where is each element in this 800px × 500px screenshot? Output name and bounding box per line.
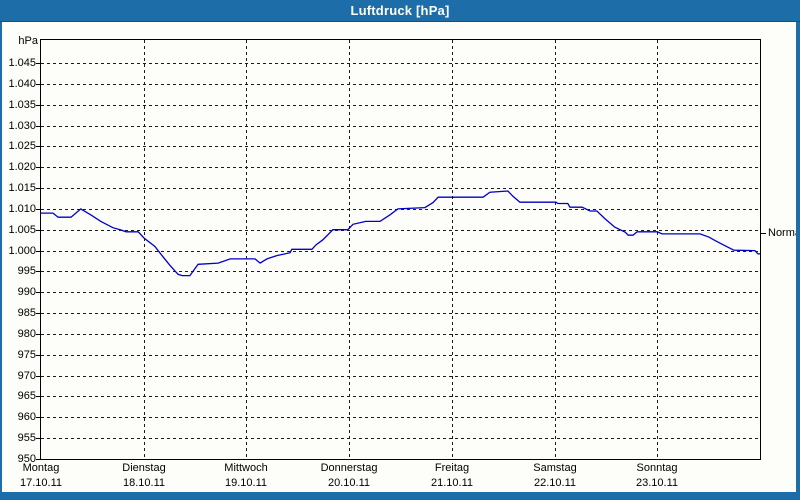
y-axis-tick — [36, 63, 41, 64]
y-axis-tick-label: 1.025 — [8, 140, 36, 152]
y-axis-tick-label: 1.015 — [8, 182, 36, 194]
x-axis-date-label: 22.10.11 — [533, 477, 576, 489]
x-axis-weekday-label: Freitag — [434, 462, 470, 474]
y-axis-tick-label: 1.040 — [8, 78, 36, 90]
x-axis-weekday-label: Dienstag — [122, 462, 166, 474]
pressure-chart — [41, 40, 760, 459]
x-axis-weekday-label: Montag — [22, 462, 60, 474]
y-axis-tick — [36, 167, 41, 168]
x-axis-date-label: 20.10.11 — [327, 477, 370, 489]
y-axis-tick-label: 950 — [17, 453, 36, 465]
normal-reference-label: Normal — [768, 227, 800, 239]
y-axis-tick — [36, 126, 41, 127]
y-axis-tick — [36, 292, 41, 293]
y-axis-tick-label: 990 — [17, 286, 36, 298]
y-axis-tick-label: 980 — [17, 328, 36, 340]
x-axis-date-label: 21.10.11 — [430, 477, 473, 489]
y-axis-tick-label: 975 — [17, 349, 36, 361]
y-axis-tick — [36, 438, 41, 439]
y-axis-tick — [36, 146, 41, 147]
x-axis-date-label: 17.10.11 — [19, 477, 62, 489]
y-axis-tick-label: 1.030 — [8, 120, 36, 132]
x-axis-date-label: 23.10.11 — [635, 477, 678, 489]
y-axis-unit-label: hPa — [18, 35, 38, 47]
y-axis-tick — [36, 355, 41, 356]
window-title: Luftdruck [hPa] — [350, 3, 450, 18]
window-frame-left — [0, 22, 2, 500]
y-axis-tick-label: 1.010 — [8, 203, 36, 215]
y-axis-tick-label: 995 — [17, 265, 36, 277]
y-axis-tick-label: 1.035 — [8, 99, 36, 111]
y-axis-tick — [36, 188, 41, 189]
plot-area — [40, 39, 761, 460]
y-axis-tick — [36, 417, 41, 418]
pressure-line — [41, 190, 760, 277]
y-axis-tick-label: 970 — [17, 370, 36, 382]
y-axis-tick-label: 965 — [17, 390, 36, 402]
y-axis-tick-label: 985 — [17, 307, 36, 319]
x-axis-weekday-label: Donnerstag — [320, 462, 378, 474]
y-axis-tick — [36, 230, 41, 231]
y-axis-tick-label: 1.045 — [8, 57, 36, 69]
x-axis-weekday-label: Sonntag — [636, 462, 678, 474]
x-axis-weekday-label: Samstag — [533, 462, 577, 474]
y-axis-tick-label: 1.005 — [8, 224, 36, 236]
window-frame-right — [796, 22, 800, 500]
x-axis-date-label: 18.10.11 — [122, 477, 165, 489]
normal-reference-tick — [761, 233, 766, 234]
y-axis-tick-label: 1.000 — [8, 245, 36, 257]
y-axis-tick — [36, 251, 41, 252]
y-axis-tick — [36, 376, 41, 377]
y-axis-tick — [36, 105, 41, 106]
x-axis-date-label: 19.10.11 — [224, 477, 267, 489]
titlebar[interactable]: Luftdruck [hPa] — [0, 0, 800, 22]
y-axis-tick — [36, 459, 41, 460]
y-axis-tick-label: 960 — [17, 411, 36, 423]
window-frame-bottom — [0, 492, 800, 500]
y-axis-tick — [36, 313, 41, 314]
y-axis-tick — [36, 396, 41, 397]
y-axis-tick — [36, 334, 41, 335]
y-axis-tick — [36, 84, 41, 85]
y-axis-tick — [36, 271, 41, 272]
y-axis-tick — [36, 209, 41, 210]
x-axis-weekday-label: Mittwoch — [224, 462, 268, 474]
y-axis-tick-label: 1.020 — [8, 161, 36, 173]
y-axis-tick-label: 955 — [17, 432, 36, 444]
